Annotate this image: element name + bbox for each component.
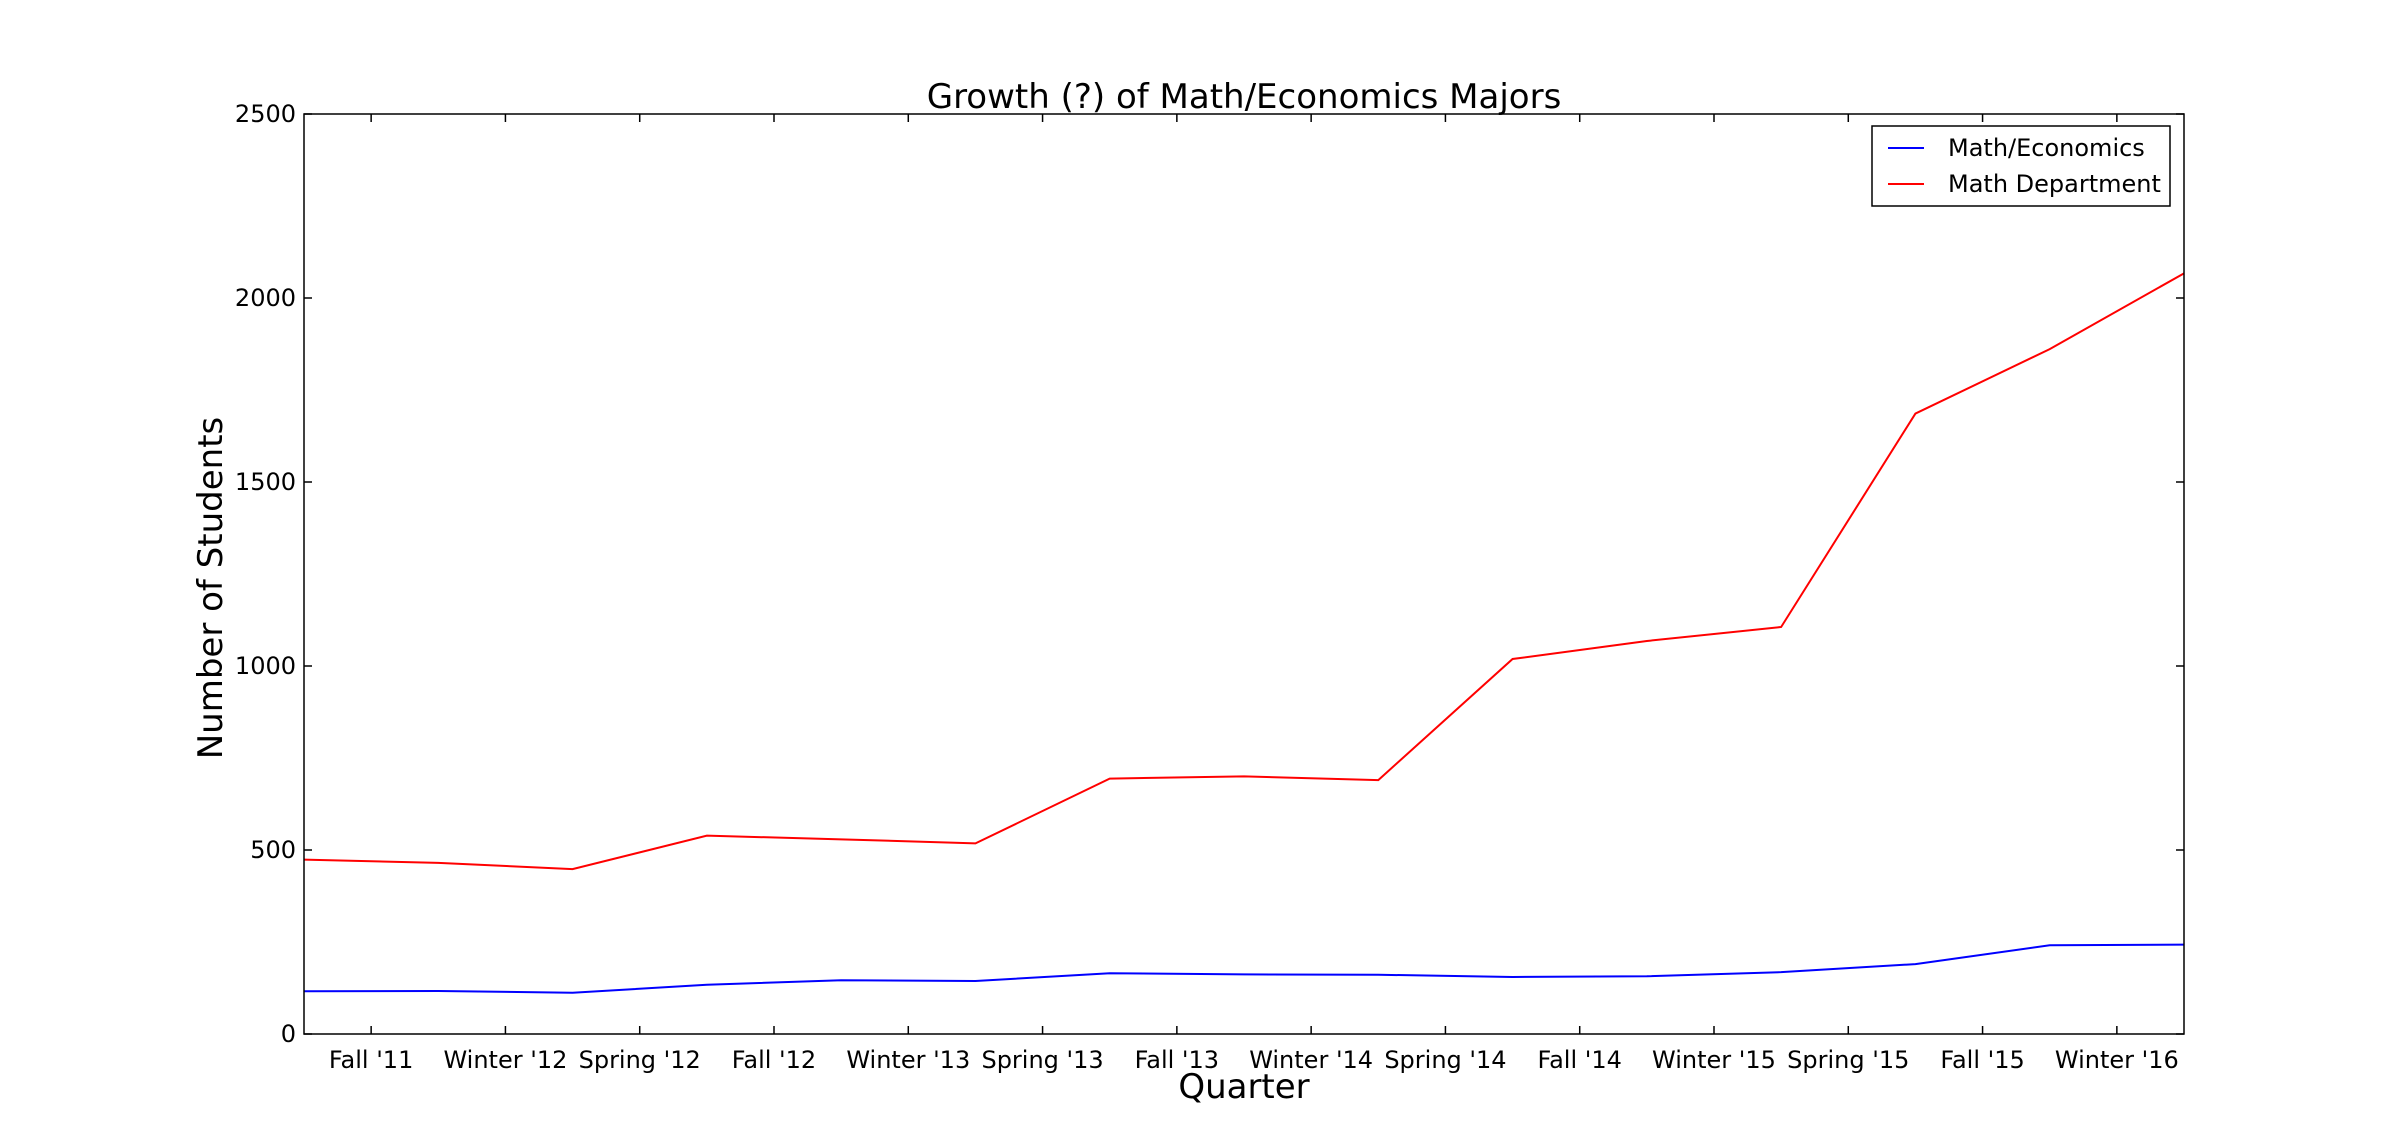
x-tick-label-3: Fall '12 — [732, 1046, 816, 1074]
legend-box — [1871, 125, 2171, 207]
y-axis-label: Number of Students — [191, 417, 231, 760]
legend-label-0: Math/Economics — [1948, 134, 2145, 162]
x-tick-label-11: Spring '15 — [1787, 1046, 1909, 1074]
x-axis-label: Quarter — [1178, 1067, 1309, 1107]
series-line-0 — [303, 943, 2185, 994]
y-tick-label-4: 2000 — [235, 284, 296, 312]
x-tick-label-13: Winter '16 — [2055, 1046, 2179, 1074]
x-tick-label-0: Fall '11 — [329, 1046, 413, 1074]
x-tick-label-2: Spring '12 — [579, 1046, 701, 1074]
series-line-1 — [303, 272, 2185, 871]
y-tick-label-5: 2500 — [235, 100, 296, 128]
y-tick-label-1: 500 — [250, 836, 296, 864]
legend-label-1: Math Department — [1948, 170, 2161, 198]
x-tick-label-5: Spring '13 — [981, 1046, 1103, 1074]
series-layer — [303, 272, 2185, 994]
x-tick-label-10: Winter '15 — [1652, 1046, 1776, 1074]
chart-title: Growth (?) of Math/Economics Majors — [927, 77, 1562, 117]
x-tick-label-8: Spring '14 — [1384, 1046, 1506, 1074]
x-tick-label-7: Winter '14 — [1249, 1046, 1373, 1074]
x-tick-label-12: Fall '15 — [1940, 1046, 2024, 1074]
ticks-layer: 0 500 1000 1500 2000 2500 Fall '11 Winter '12 Sp… — [235, 100, 2184, 1074]
plot-frame — [303, 113, 2185, 1035]
legend: Math/Economics Math Department — [1871, 125, 2171, 207]
x-tick-label-9: Fall '14 — [1538, 1046, 1622, 1074]
x-tick-label-1: Winter '12 — [443, 1046, 567, 1074]
y-tick-label-0: 0 — [281, 1020, 296, 1048]
y-tick-label-2: 1000 — [235, 652, 296, 680]
x-tick-label-6: Fall '13 — [1135, 1046, 1219, 1074]
axes-layer — [303, 113, 2185, 1035]
y-tick-label-3: 1500 — [235, 468, 296, 496]
x-tick-label-4: Winter '13 — [846, 1046, 970, 1074]
